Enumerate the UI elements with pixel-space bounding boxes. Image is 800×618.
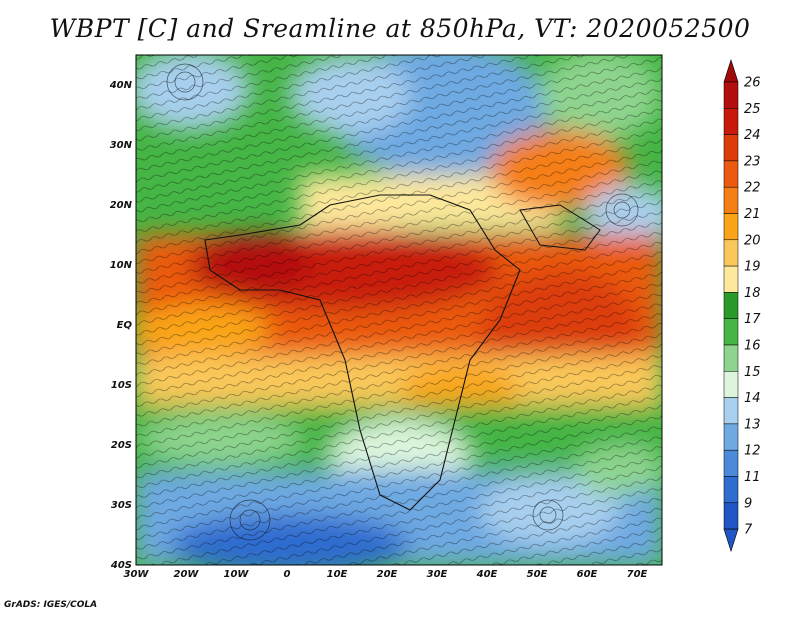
colorbar-swatch [723, 265, 739, 293]
colorbar-swatch [723, 318, 739, 346]
lat-label: 40S [110, 560, 132, 571]
coastline-arabia [519, 204, 601, 251]
colorbar-swatch [723, 134, 739, 162]
lon-label: 30E [427, 569, 448, 580]
lon-label: 0 [284, 569, 291, 580]
colorbar-swatch [723, 292, 739, 319]
colorbar-top-arrow [723, 59, 739, 83]
colorbar-level-label: 16 [744, 339, 761, 354]
lat-label: 30N [110, 140, 133, 151]
colorbar: 26 25 24 23 22 21 20 19 18 17 16 15 14 13 12 11 9 7 [723, 59, 761, 553]
colorbar-swatch [723, 186, 739, 214]
colorbar-level-label: 12 [744, 444, 761, 459]
colorbar-swatch [723, 371, 739, 398]
colorbar-level-label: 21 [744, 207, 761, 222]
lat-label: 20N [110, 200, 133, 211]
colorbar-level-label: 9 [744, 496, 752, 511]
colorbar-swatch [723, 423, 739, 451]
colorbar-level-label: 17 [744, 312, 761, 327]
colorbar-swatch [723, 108, 739, 135]
colorbar-swatch [723, 160, 739, 188]
colorbar-level-label: 24 [744, 128, 761, 143]
lat-label: 20S [111, 440, 132, 451]
map-frame [135, 54, 663, 566]
colorbar-level-label: 22 [744, 181, 761, 196]
footer-credit: GrADS: IGES/COLA [4, 600, 98, 610]
colorbar-level-label: 13 [744, 417, 761, 432]
lat-label: 10N [110, 260, 133, 271]
wbpt-field [136, 55, 662, 565]
colorbar-level-label: 18 [744, 286, 761, 301]
colorbar-swatch [723, 449, 739, 477]
lat-label: 40N [109, 80, 133, 91]
colorbar-level-label: 19 [744, 260, 761, 275]
lat-label: EQ [117, 320, 133, 331]
colorbar-level-label: 23 [744, 154, 761, 169]
colorbar-swatch [723, 476, 739, 504]
colorbar-level-label: 14 [744, 391, 761, 406]
colorbar-level-label: 20 [744, 233, 761, 248]
colorbar-level-label: 25 [744, 102, 761, 117]
lat-label: 10S [111, 380, 132, 391]
lon-label: 10W [224, 569, 250, 580]
lon-label: 30W [124, 569, 150, 580]
streamlines [136, 55, 662, 565]
coastline [204, 194, 521, 511]
lat-axis: 40N 30N 20N 10N EQ 10S 20S 30S 40S [109, 80, 133, 571]
colorbar-swatch [723, 344, 739, 372]
lon-label: 40E [476, 569, 498, 580]
colorbar-level-label: 15 [744, 365, 761, 380]
chart-title: WBPT [C] and Sreamline at 850hPa, VT: 20… [49, 14, 751, 43]
lon-label: 60E [577, 569, 598, 580]
lon-label: 50E [527, 569, 548, 580]
colorbar-swatch [723, 502, 739, 530]
colorbar-level-label: 7 [744, 523, 753, 538]
colorbar-level-label: 11 [744, 470, 761, 485]
colorbar-swatch [723, 239, 739, 267]
lat-label: 30S [111, 500, 132, 511]
lon-label: 20E [377, 569, 398, 580]
colorbar-swatch [723, 397, 739, 425]
lon-axis: 30W 20W 10W 0 10E 20E 30E 40E 50E 60E 70… [124, 569, 648, 580]
vortices [166, 63, 639, 541]
colorbar-level-label: 26 [744, 76, 761, 91]
colorbar-swatch [723, 81, 739, 109]
lon-label: 70E [627, 569, 648, 580]
colorbar-swatch [723, 213, 739, 241]
colorbar-bottom-arrow [723, 528, 739, 553]
lon-label: 20W [174, 569, 200, 580]
lon-label: 10E [327, 569, 348, 580]
